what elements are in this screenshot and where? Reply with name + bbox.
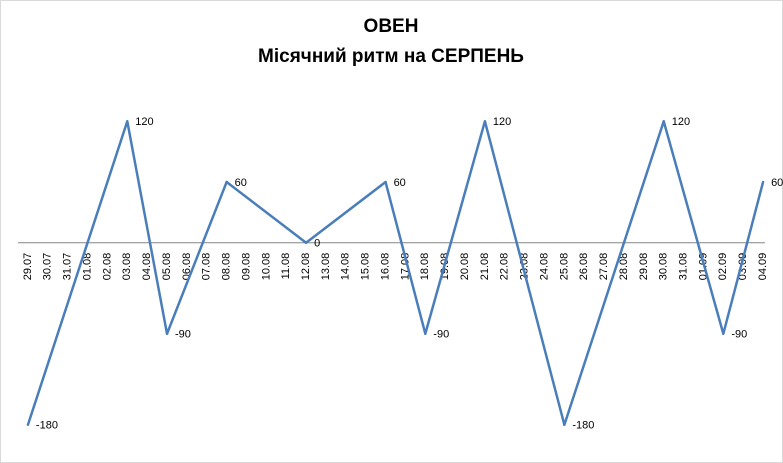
line-segment [126,120,169,335]
x-tick-label: 04.08 [141,253,153,281]
data-label: 120 [672,116,690,128]
x-tick-label: 11.08 [280,253,292,280]
chart-subtitle: Місячний ритм на СЕРПЕНЬ [258,46,524,67]
data-label: -90 [433,329,449,341]
chart-title: ОВЕН [364,16,419,37]
data-label: 0 [314,238,320,250]
x-tick-label: 02.08 [101,253,113,281]
line-segment [384,180,427,335]
line-segment [165,180,228,335]
line-segment [563,120,665,427]
data-label: -90 [731,329,747,341]
x-tick-label: 07.08 [201,253,213,281]
x-tick-label: 01.08 [81,253,93,281]
x-tick-label: 21.08 [479,253,491,281]
line-segment [722,180,765,335]
x-tick-label: 08.08 [221,253,233,281]
x-tick-label: 09.08 [240,253,252,281]
data-label: 120 [493,116,511,128]
line-segment [304,180,387,244]
x-tick-label: 12.08 [300,253,312,281]
x-tick-label: 04.09 [757,253,769,281]
line-segment [225,180,308,244]
data-label: 60 [771,177,783,189]
x-tick-label: 31.07 [62,253,74,281]
x-tick-label: 15.08 [360,253,372,281]
data-label: -180 [572,420,594,432]
x-tick-label: 29.07 [22,253,34,281]
x-tick-label: 05.08 [161,253,173,281]
line-segment [483,120,566,427]
data-label: -180 [36,420,58,432]
x-tick-label: 13.08 [320,253,332,281]
x-tick-label: 20.08 [459,253,471,281]
x-tick-label: 24.08 [538,253,550,281]
x-tick-label: 25.08 [558,253,570,281]
line-segment [26,120,129,427]
x-tick-label: 27.08 [598,253,610,281]
data-label: -90 [175,329,191,341]
data-label: 60 [235,177,247,189]
x-tick-label: 14.08 [340,253,352,281]
x-tick-label: 22.08 [499,253,511,281]
x-tick-label: 18.08 [419,253,431,281]
x-tick-label: 03.08 [121,253,133,281]
line-segment [424,120,487,335]
x-tick-label: 26.08 [578,253,590,281]
x-tick-label: 16.08 [379,253,391,281]
x-tick-label: 02.09 [717,253,729,281]
x-tick-label: 29.08 [638,253,650,281]
x-tick-label: 10.08 [260,253,272,281]
line-segment [662,120,725,335]
x-tick-label: 30.07 [42,253,54,281]
x-tick-label: 31.08 [677,253,689,281]
x-tick-label: 30.08 [658,253,670,281]
data-label: 120 [135,116,153,128]
data-label: 60 [394,177,406,189]
x-tick-label: 28.08 [618,253,630,281]
